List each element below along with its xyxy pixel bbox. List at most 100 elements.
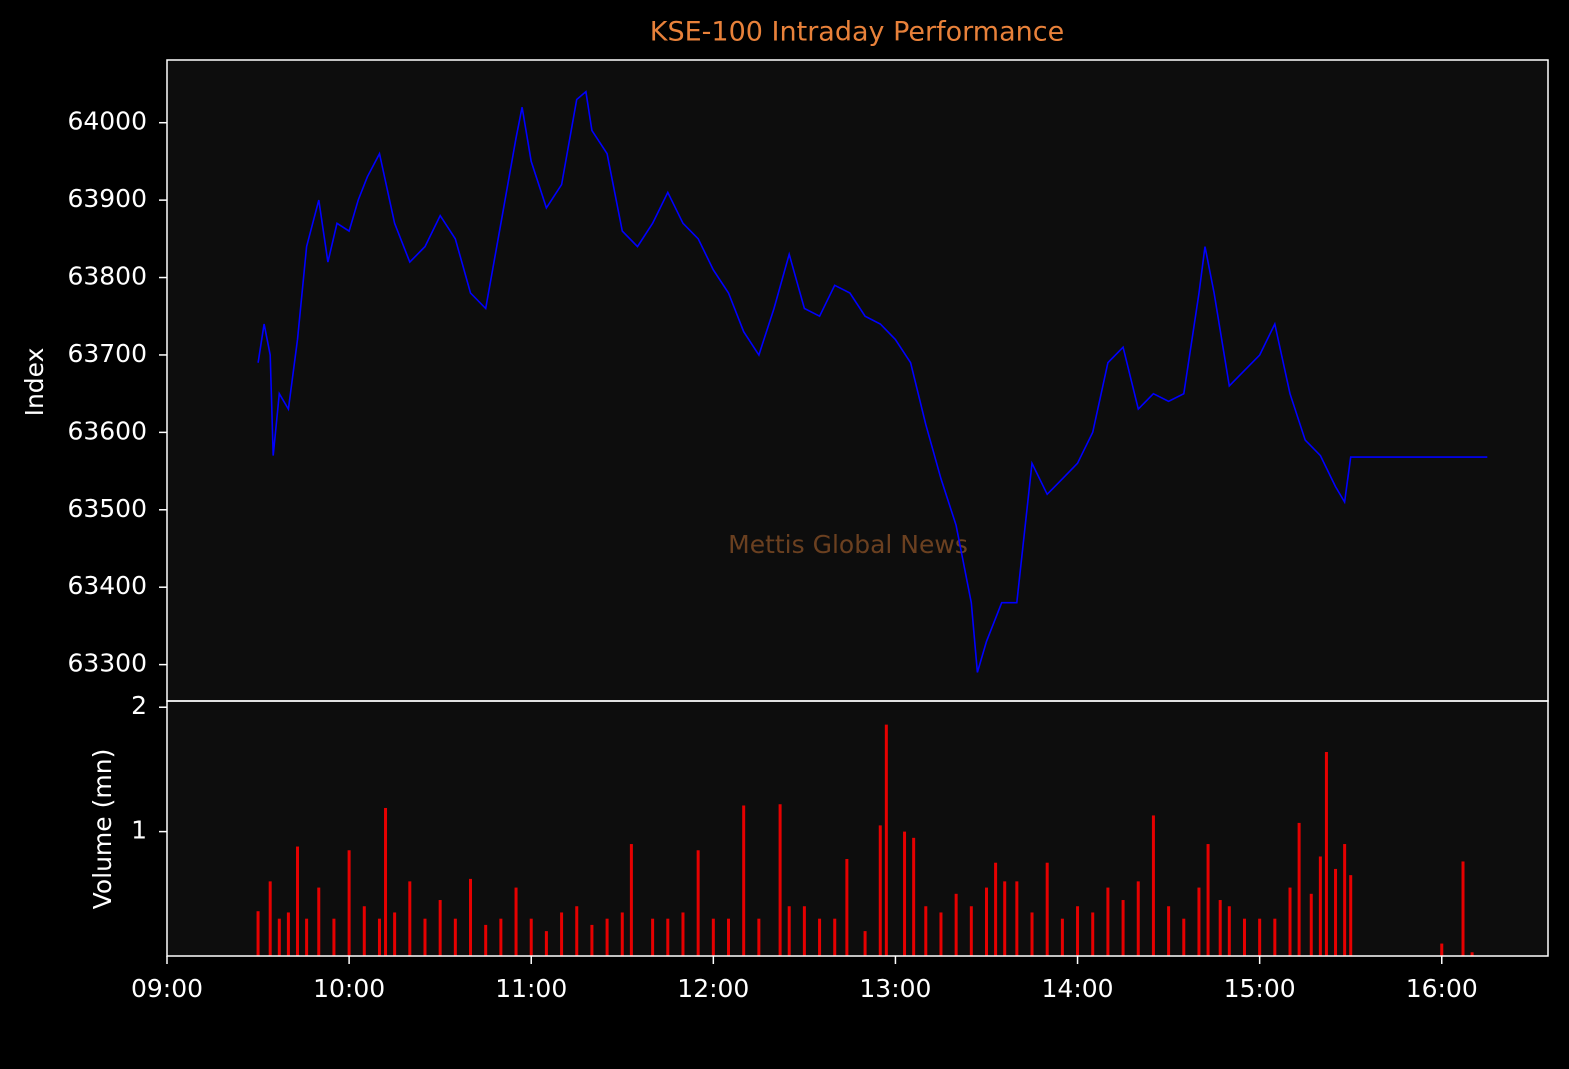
volume-bar — [863, 931, 867, 956]
volume-bar — [1182, 918, 1186, 956]
volume-bar — [1091, 912, 1095, 956]
volume-bar — [453, 918, 457, 956]
x-tick-label: 12:00 — [677, 974, 749, 1003]
volume-bar — [296, 846, 300, 956]
x-tick-label: 13:00 — [859, 974, 931, 1003]
volume-bar — [1334, 868, 1338, 956]
y-tick-label: 63800 — [67, 262, 147, 291]
volume-panel — [167, 701, 1548, 956]
volume-bar — [757, 918, 761, 956]
volume-bar — [1003, 881, 1007, 956]
volume-bar — [1440, 943, 1444, 956]
volume-bar — [787, 906, 791, 956]
volume-bar — [1167, 906, 1171, 956]
watermark: Mettis Global News — [728, 530, 968, 559]
x-tick-label: 09:00 — [131, 974, 203, 1003]
volume-bar — [484, 924, 488, 956]
volume-bar — [408, 881, 412, 956]
x-tick-label: 15:00 — [1224, 974, 1296, 1003]
volume-bar — [1121, 900, 1125, 956]
volume-bar — [544, 931, 548, 956]
volume-bar — [575, 906, 579, 956]
volume-bar — [347, 850, 351, 956]
volume-bar — [277, 918, 281, 956]
volume-bar — [1470, 952, 1474, 956]
volume-bar — [1136, 881, 1140, 956]
volume-bar — [818, 918, 822, 956]
volume-bar — [651, 918, 655, 956]
volume-bar — [1324, 752, 1328, 956]
volume-bar — [384, 807, 388, 956]
y-tick-label: 64000 — [67, 107, 147, 136]
volume-bar — [332, 918, 336, 956]
volume-bar — [666, 918, 670, 956]
volume-bar — [984, 887, 988, 956]
volume-bar — [912, 837, 916, 956]
volume-bar — [317, 887, 321, 956]
volume-bar — [1151, 815, 1155, 956]
y-axis-label: Volume (mn) — [88, 749, 117, 910]
y-tick-label: 63400 — [67, 571, 147, 600]
volume-bar — [605, 918, 609, 956]
price-line — [257, 90, 1488, 673]
volume-bar — [438, 900, 442, 956]
volume-bar — [884, 724, 888, 956]
volume-bar — [1273, 918, 1277, 956]
volume-bar — [560, 912, 564, 956]
volume-bar — [393, 912, 397, 956]
volume-bar — [845, 858, 849, 956]
volume-bar — [1242, 918, 1246, 956]
volume-bar — [499, 918, 503, 956]
volume-bar — [629, 844, 633, 956]
volume-bar — [1206, 844, 1210, 956]
volume-bar — [833, 918, 837, 956]
x-tick-label: 10:00 — [313, 974, 385, 1003]
x-tick-label: 14:00 — [1042, 974, 1114, 1003]
y-tick-label: 63500 — [67, 494, 147, 523]
volume-bar — [1343, 844, 1347, 956]
volume-bar — [1106, 887, 1110, 956]
x-tick-label: 16:00 — [1406, 974, 1478, 1003]
volume-bar — [802, 906, 806, 956]
y-tick-label: 63600 — [67, 416, 147, 445]
volume-bar — [590, 924, 594, 956]
volume-bar — [1076, 906, 1080, 956]
volume-bar — [514, 887, 518, 956]
volume-bar — [1318, 856, 1322, 956]
volume-bar — [903, 831, 907, 956]
volume-bar — [924, 906, 928, 956]
volume-bar — [1015, 881, 1019, 956]
volume-bar — [681, 912, 685, 956]
volume-bar — [1045, 862, 1049, 956]
volume-bar — [1461, 861, 1465, 956]
volume-bar — [1218, 900, 1222, 956]
x-tick-label: 11:00 — [495, 974, 567, 1003]
volume-bar — [423, 918, 427, 956]
y-tick-label: 63300 — [67, 649, 147, 678]
volume-bar — [994, 862, 998, 956]
price-panel — [167, 60, 1548, 701]
volume-bar — [939, 912, 943, 956]
volume-bar — [1349, 875, 1353, 956]
volume-bar — [742, 805, 746, 956]
y-axis-label: Index — [20, 348, 49, 417]
volume-bar — [620, 912, 624, 956]
volume-bar — [878, 825, 882, 956]
volume-bar — [1197, 887, 1201, 956]
y-tick-label: 63900 — [67, 184, 147, 213]
volume-bar — [778, 804, 782, 956]
y-tick-label: 2 — [131, 691, 147, 720]
volume-bar — [268, 881, 272, 956]
volume-bar — [711, 918, 715, 956]
volume-bar — [1060, 918, 1064, 956]
volume-bar — [969, 906, 973, 956]
volume-bar — [529, 918, 533, 956]
volume-bar — [954, 893, 958, 956]
axes-frame — [166, 700, 1549, 957]
volume-bar — [362, 906, 366, 956]
volume-bar — [727, 918, 731, 956]
volume-bar — [377, 918, 381, 956]
volume-bar — [1297, 822, 1301, 956]
volume-bar — [1309, 893, 1313, 956]
